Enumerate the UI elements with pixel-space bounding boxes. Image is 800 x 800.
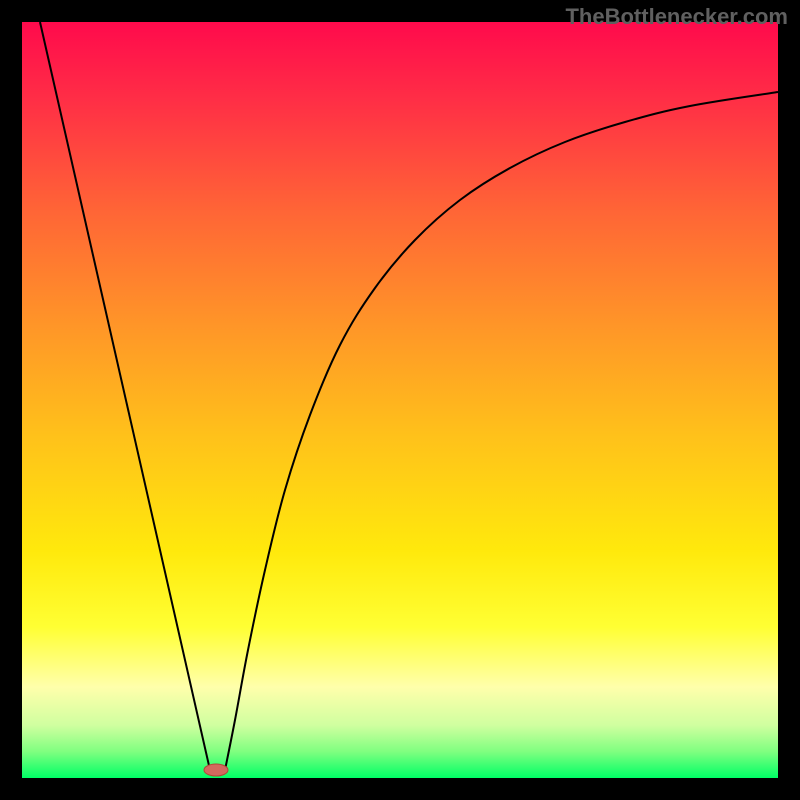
minimum-marker [204, 764, 228, 776]
gradient-background [22, 22, 778, 778]
chart-container: TheBottlenecker.com [0, 0, 800, 800]
watermark-text: TheBottlenecker.com [565, 4, 788, 30]
chart-svg [0, 0, 800, 800]
